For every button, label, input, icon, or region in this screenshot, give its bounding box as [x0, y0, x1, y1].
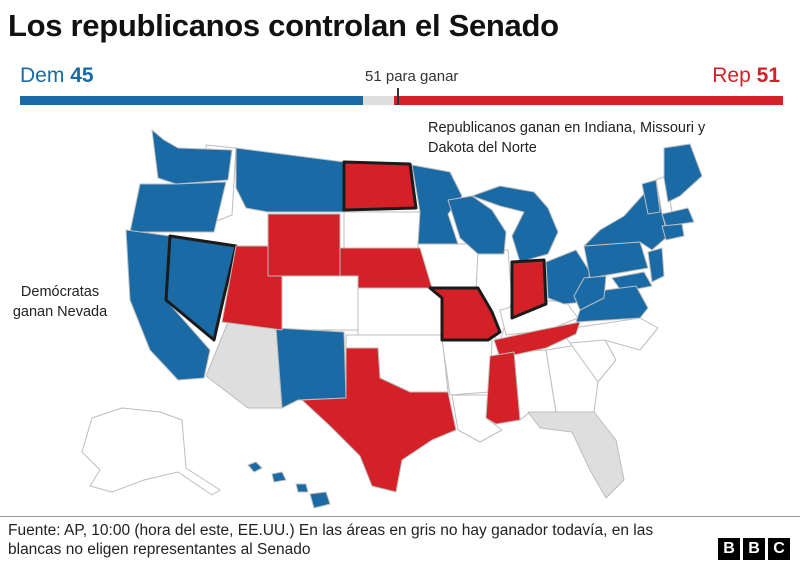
page-title: Los republicanos controlan el Senado	[8, 8, 559, 43]
seat-bar-dem	[20, 96, 364, 105]
rep-seat-label: Rep 51	[712, 64, 780, 88]
state-nd	[342, 160, 418, 212]
dem-seat-label: Dem 45	[20, 64, 94, 88]
dem-label-text: Dem	[20, 64, 65, 87]
state-mt	[235, 147, 345, 213]
bbc-logo-block-3: C	[768, 538, 790, 560]
state-va	[575, 285, 649, 323]
bbc-logo-block-1: B	[718, 538, 740, 560]
state-mi	[471, 185, 559, 263]
seat-bar	[20, 96, 783, 105]
state-nv	[164, 234, 238, 342]
state-co	[281, 274, 359, 331]
annotation-republicans: Republicanos ganan en Indiana, Missouri …	[428, 120, 706, 156]
state-nj	[647, 247, 665, 283]
majority-target-label: 51 para ganar	[365, 68, 459, 85]
seat-bar-undecided	[363, 96, 394, 105]
state-in	[510, 258, 548, 320]
source-footnote: Fuente: AP, 10:00 (hora del este, EE.UU.…	[8, 522, 654, 558]
footer-divider	[0, 516, 800, 517]
state-wi	[447, 195, 507, 255]
state-me	[663, 143, 703, 203]
state-ms	[485, 351, 521, 425]
majority-tick-marker	[397, 88, 399, 105]
bbc-logo-block-2: B	[743, 538, 765, 560]
state-hi	[247, 461, 331, 509]
seat-bar-rep	[393, 96, 783, 105]
dem-seat-count: 45	[70, 64, 94, 87]
state-fl	[527, 411, 625, 499]
state-md	[611, 271, 653, 293]
state-nm	[275, 327, 347, 409]
state-ar	[441, 339, 493, 396]
state-ak	[81, 407, 221, 496]
state-or	[129, 181, 227, 233]
state-wy	[267, 213, 341, 277]
state-ct	[661, 223, 685, 241]
state-mo	[428, 286, 502, 342]
state-ut	[221, 245, 283, 331]
state-vt	[641, 179, 661, 215]
state-mn	[411, 164, 463, 245]
state-ne	[339, 247, 433, 289]
state-wv	[573, 275, 607, 311]
rep-seat-count: 51	[756, 64, 780, 87]
state-sd	[343, 211, 421, 249]
annotation-democrats: Demócratas ganan Nevada	[12, 284, 108, 320]
state-ma	[661, 207, 695, 227]
rep-label-text: Rep	[712, 64, 751, 87]
state-wa	[151, 129, 233, 185]
us-senate-map	[81, 129, 703, 509]
state-ks	[357, 287, 443, 336]
state-tx	[301, 347, 457, 493]
bbc-logo: B B C	[718, 538, 790, 560]
state-az	[205, 321, 283, 409]
